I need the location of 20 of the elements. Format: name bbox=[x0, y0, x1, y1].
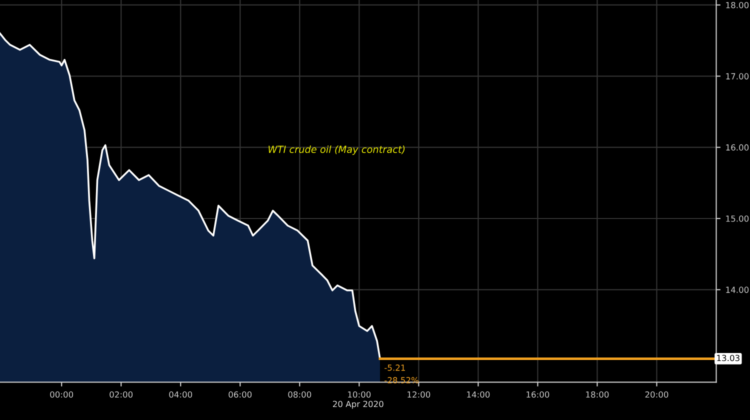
x-tick-label: 00:00 bbox=[50, 391, 74, 398]
x-tick-label: 08:00 bbox=[288, 391, 312, 398]
x-tick-label: 10:00 bbox=[348, 391, 371, 398]
y-tick-label: 17.00 bbox=[726, 73, 749, 80]
x-tick-label: 20:00 bbox=[645, 391, 668, 398]
x-tick-label: 14:00 bbox=[467, 391, 490, 398]
x-tick-label: 02:00 bbox=[110, 391, 133, 398]
x-tick-label: 12:00 bbox=[408, 391, 430, 398]
x-tick-label: 04:00 bbox=[169, 391, 192, 398]
x-tick-label: 16:00 bbox=[526, 391, 550, 398]
y-tick-label: 16.00 bbox=[726, 144, 749, 151]
y-tick-label: 18.00 bbox=[726, 2, 749, 8]
y-tick-label: 15.00 bbox=[726, 215, 749, 222]
annotation: -5.21 bbox=[384, 364, 405, 371]
x-tick-label: 06:00 bbox=[228, 391, 252, 398]
text: 13.03 bbox=[717, 354, 740, 362]
x-axis-title: 20 Apr 2020 bbox=[332, 400, 384, 409]
annotation: WTI crude oil (May contract) bbox=[268, 145, 405, 155]
y-tick-label: 14.00 bbox=[726, 286, 749, 293]
x-tick-label: 18:00 bbox=[586, 391, 609, 398]
